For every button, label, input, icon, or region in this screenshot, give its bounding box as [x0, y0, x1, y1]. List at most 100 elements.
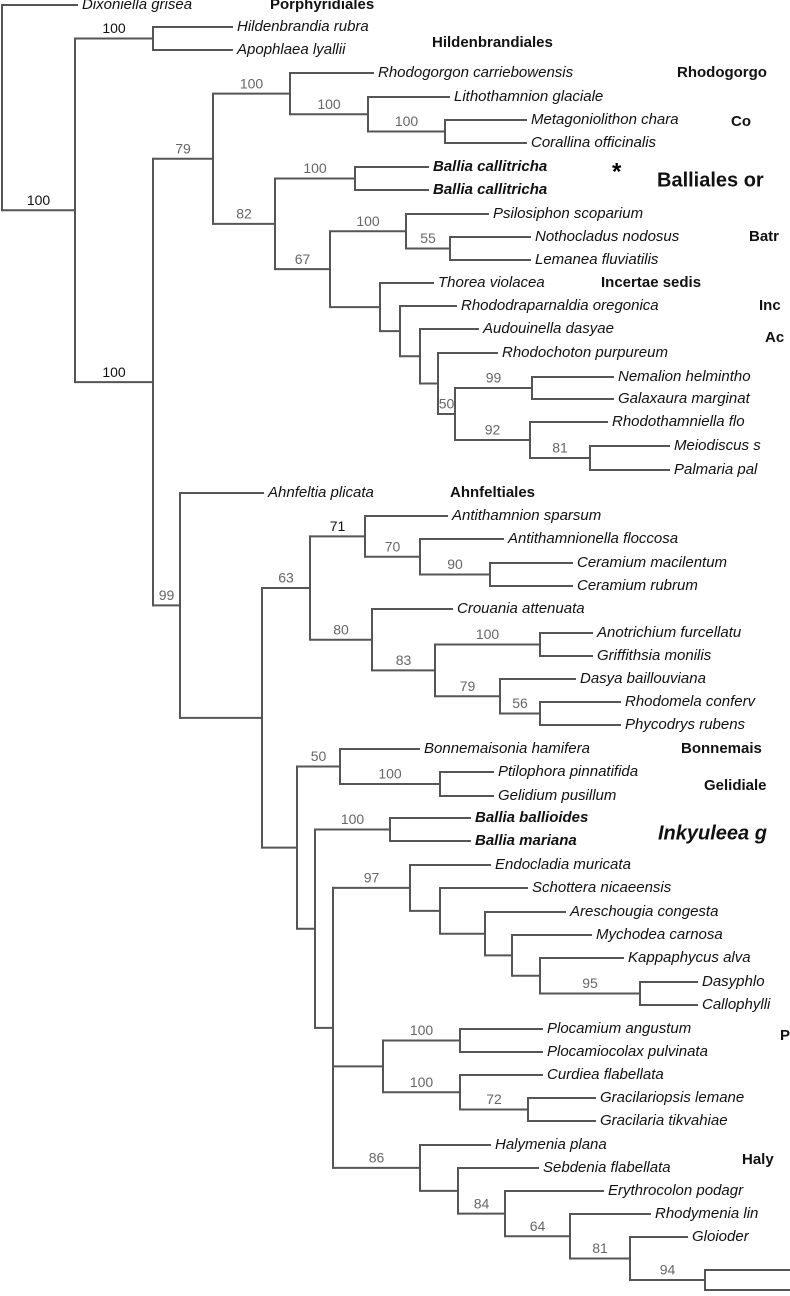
order-label: Batr: [749, 228, 779, 245]
taxon-label: Callophylli: [702, 996, 771, 1013]
taxon-label: Curdiea flabellata: [547, 1066, 664, 1083]
order-label: Incertae sedis: [601, 274, 701, 291]
bootstrap-value: 63: [278, 570, 294, 586]
taxon-label: Anotrichium furcellatu: [596, 624, 742, 641]
taxon-label: Metagoniolithon chara: [531, 111, 679, 128]
taxon-label: Rhodochoton purpureum: [502, 344, 668, 361]
bootstrap-value: 64: [530, 1218, 546, 1234]
order-label: Haly: [742, 1151, 774, 1168]
taxon-label: Antithamnion sparsum: [451, 507, 601, 524]
order-label: Gelidiale: [704, 777, 767, 794]
bootstrap-value: 50: [311, 748, 327, 764]
bootstrap-value: 100: [356, 213, 380, 229]
bootstrap-value: 100: [303, 160, 327, 176]
taxon-label: Nemalion helmintho: [618, 368, 751, 385]
taxon-label: Hildenbrandia rubra: [237, 18, 369, 35]
bootstrap-value: 79: [460, 678, 476, 694]
taxon-label: Plocamium angustum: [547, 1020, 691, 1037]
bootstrap-value: 99: [486, 370, 502, 386]
bootstrap-value: 97: [364, 870, 380, 886]
order-label: Rhodogorgo: [677, 64, 767, 81]
order-label: Inkyuleea g: [658, 822, 767, 844]
taxon-label: Apophlaea lyallii: [236, 41, 346, 58]
order-label: Inc: [759, 297, 781, 314]
taxon-label: Schottera nicaeensis: [532, 879, 672, 896]
taxon-label: Ceramium macilentum: [577, 554, 727, 571]
taxon-label: Ptilophora pinnatifida: [498, 763, 638, 780]
asterisk: *: [612, 158, 622, 185]
taxon-label: Galaxaura marginat: [618, 390, 751, 407]
bootstrap-value: 100: [102, 364, 126, 380]
taxon-label: Rhodothamniella flo: [612, 413, 745, 430]
taxon-label: Plocamiocolax pulvinata: [547, 1043, 708, 1060]
taxon-label: Crouania attenuata: [457, 600, 585, 617]
taxon-label: Palmaria pal: [674, 461, 758, 478]
order-label: Co: [731, 113, 751, 130]
bootstrap-value: 100: [476, 626, 500, 642]
bootstrap-value: 86: [369, 1150, 385, 1166]
bootstrap-value: 100: [27, 192, 51, 208]
taxon-label: Lithothamnion glaciale: [454, 88, 603, 105]
taxon-label: Rhododraparnaldia oregonica: [461, 297, 659, 314]
bootstrap-value: 100: [240, 75, 264, 91]
taxon-label: Dasyphlo: [702, 973, 765, 990]
bootstrap-value: 56: [512, 695, 528, 711]
taxon-label: Dasya baillouviana: [580, 670, 706, 687]
taxon-label: Ballia ballioides: [475, 809, 588, 826]
taxon-label: Gloioder: [692, 1228, 750, 1245]
bootstrap-value: 80: [333, 621, 349, 637]
order-label: Ac: [765, 329, 784, 346]
bootstrap-value: 100: [102, 20, 126, 36]
bootstrap-value: 79: [175, 140, 191, 156]
taxon-label: Ceramium rubrum: [577, 577, 698, 594]
taxon-label: Ballia callitricha: [433, 181, 547, 198]
bootstrap-value: 72: [486, 1091, 502, 1107]
taxon-label: Corallina officinalis: [531, 134, 657, 151]
bootstrap-value: 70: [385, 538, 401, 554]
bootstrap-value: 95: [582, 975, 598, 991]
taxon-label: Sebdenia flabellata: [543, 1159, 671, 1176]
order-label: P: [780, 1027, 790, 1044]
taxon-label: Lemanea fluviatilis: [535, 251, 659, 268]
taxon-label: Audouinella dasyae: [482, 320, 614, 337]
order-label: Porphyridiales: [270, 0, 374, 13]
taxon-label: Halymenia plana: [495, 1136, 607, 1153]
taxon-label: Griffithsia monilis: [597, 647, 712, 664]
taxon-label: Rhodomela conferv: [625, 693, 757, 710]
bootstrap-value: 67: [295, 251, 311, 267]
bootstrap-value: 100: [410, 1074, 434, 1090]
taxon-label: Ballia mariana: [475, 832, 577, 849]
taxon-label: Antithamnionella floccosa: [507, 530, 678, 547]
bootstrap-value: 71: [330, 518, 346, 534]
bootstrap-value: 81: [552, 440, 568, 456]
taxon-label: Psilosiphon scoparium: [493, 205, 643, 222]
order-label: Ahnfeltiales: [450, 484, 535, 501]
order-label: Hildenbrandiales: [432, 34, 553, 51]
order-label: Bonnemais: [681, 740, 762, 757]
taxon-label: Erythrocolon podagr: [608, 1182, 744, 1199]
bootstrap-value: 100: [317, 96, 341, 112]
bootstrap-value: 81: [592, 1240, 608, 1256]
taxon-label: Nothocladus nodosus: [535, 228, 680, 245]
taxon-label: Meiodiscus s: [674, 437, 761, 454]
bootstrap-value: 55: [420, 230, 436, 246]
order-label: Balliales or: [657, 169, 764, 191]
bootstrap-value: 84: [474, 1195, 490, 1211]
bootstrap-value: 100: [395, 113, 419, 129]
bootstrap-value: 100: [341, 811, 365, 827]
taxon-label: Gracilaria tikvahiae: [600, 1112, 728, 1129]
bootstrap-value: 50: [439, 396, 455, 412]
bootstrap-value: 100: [410, 1022, 434, 1038]
taxon-label: Endocladia muricata: [495, 856, 631, 873]
taxon-label: Bonnemaisonia hamifera: [424, 740, 590, 757]
taxon-label: Ahnfeltia plicata: [267, 484, 374, 501]
bootstrap-value: 90: [447, 556, 463, 572]
taxon-label: Kappaphycus alva: [628, 949, 751, 966]
taxon-label: Rhodogorgon carriebowensis: [378, 64, 574, 81]
bootstrap-value: 82: [236, 206, 252, 222]
taxon-label: Dixoniella grisea: [82, 0, 192, 13]
taxon-label: Gelidium pusillum: [498, 787, 616, 804]
bootstrap-value: 99: [159, 587, 175, 603]
taxon-label: Phycodrys rubens: [625, 716, 746, 733]
bootstrap-value: 92: [485, 422, 501, 438]
